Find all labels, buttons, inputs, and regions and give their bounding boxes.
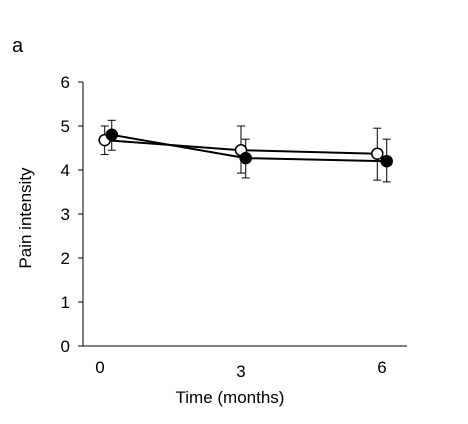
y-tick-label: 6 <box>61 73 70 92</box>
data-point-open <box>371 147 384 160</box>
data-point-filled <box>380 154 393 168</box>
y-axis-label: Pain intensity <box>16 167 35 269</box>
series-layer <box>98 119 393 183</box>
x-tick-label: 3 <box>236 362 245 381</box>
x-axis-label: Time (months) <box>176 388 285 407</box>
data-point-filled <box>239 151 252 165</box>
panel-label: a <box>12 35 24 57</box>
x-tick-label: 0 <box>95 358 104 377</box>
data-point-filled <box>105 128 118 142</box>
y-tick-label: 0 <box>61 337 70 356</box>
y-tick-label: 5 <box>61 117 70 136</box>
y-tick-label: 4 <box>61 161 70 180</box>
x-tick-label: 6 <box>377 358 386 377</box>
axes: 0 1 2 3 4 5 6 0 3 6 <box>61 73 407 381</box>
y-tick-label: 1 <box>61 293 70 312</box>
y-tick-label: 3 <box>61 205 70 224</box>
y-tick-label: 2 <box>61 249 70 268</box>
